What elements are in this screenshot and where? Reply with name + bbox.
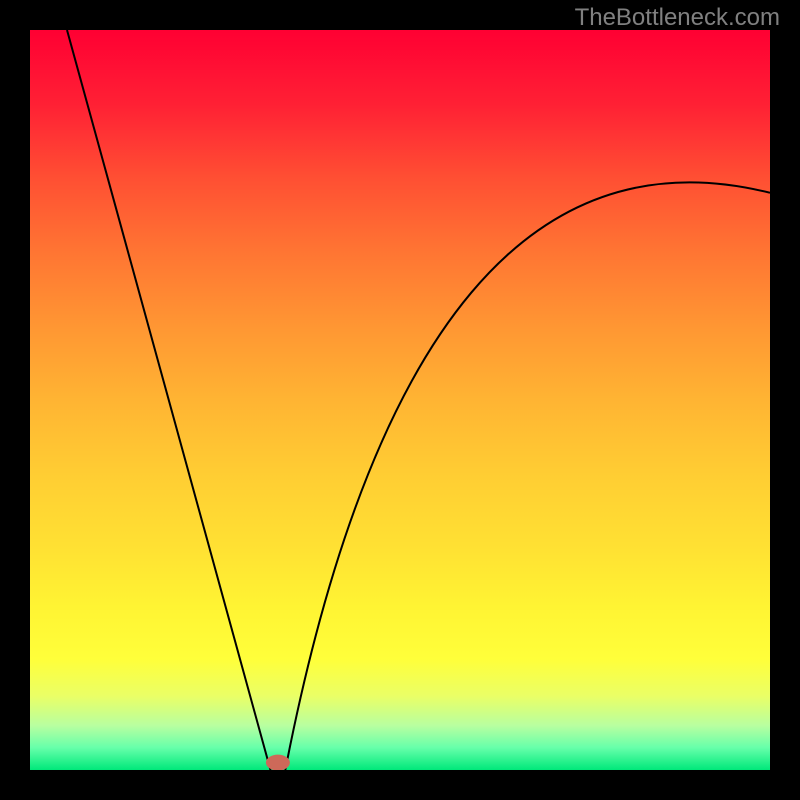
chart-svg — [30, 30, 770, 770]
watermark-text: TheBottleneck.com — [575, 4, 780, 32]
gradient-background — [30, 30, 770, 770]
minimum-marker — [266, 755, 290, 770]
bottleneck-chart — [30, 30, 770, 770]
